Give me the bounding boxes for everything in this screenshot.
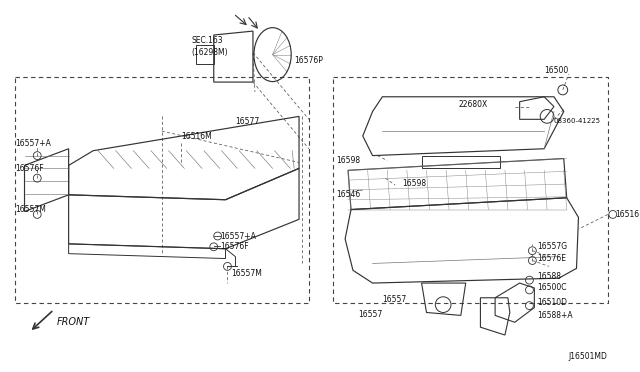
Text: 16557: 16557 <box>382 295 406 304</box>
Text: 16557: 16557 <box>358 310 382 319</box>
Text: 16576F: 16576F <box>221 242 249 251</box>
Text: 16598: 16598 <box>402 179 426 187</box>
Text: 16588+A: 16588+A <box>538 311 573 320</box>
Text: 16576E: 16576E <box>538 254 566 263</box>
Text: 16516M: 16516M <box>181 132 212 141</box>
Text: 16557M: 16557M <box>15 205 45 214</box>
Text: 08360-41225: 08360-41225 <box>554 118 601 124</box>
Text: 16500: 16500 <box>544 66 568 75</box>
Text: 22680X: 22680X <box>459 100 488 109</box>
Text: 16557M: 16557M <box>232 269 262 278</box>
Text: 16516: 16516 <box>615 210 639 219</box>
Text: 16557+A: 16557+A <box>221 231 257 241</box>
Text: FRONT: FRONT <box>57 317 90 327</box>
Text: SEC.163: SEC.163 <box>191 36 223 45</box>
Text: 16557+A: 16557+A <box>15 140 51 148</box>
Text: J16501MD: J16501MD <box>569 352 607 361</box>
Text: 16588: 16588 <box>538 272 561 281</box>
Text: 16576F: 16576F <box>15 164 44 173</box>
Text: 16546: 16546 <box>336 190 360 199</box>
Text: 16557G: 16557G <box>538 242 568 251</box>
Text: 16510D: 16510D <box>538 298 567 307</box>
Text: 16598: 16598 <box>336 156 360 165</box>
Text: 16500C: 16500C <box>538 283 567 292</box>
Text: (16298M): (16298M) <box>191 48 228 57</box>
Text: 16577: 16577 <box>236 117 260 126</box>
Text: 16576P: 16576P <box>294 56 323 65</box>
